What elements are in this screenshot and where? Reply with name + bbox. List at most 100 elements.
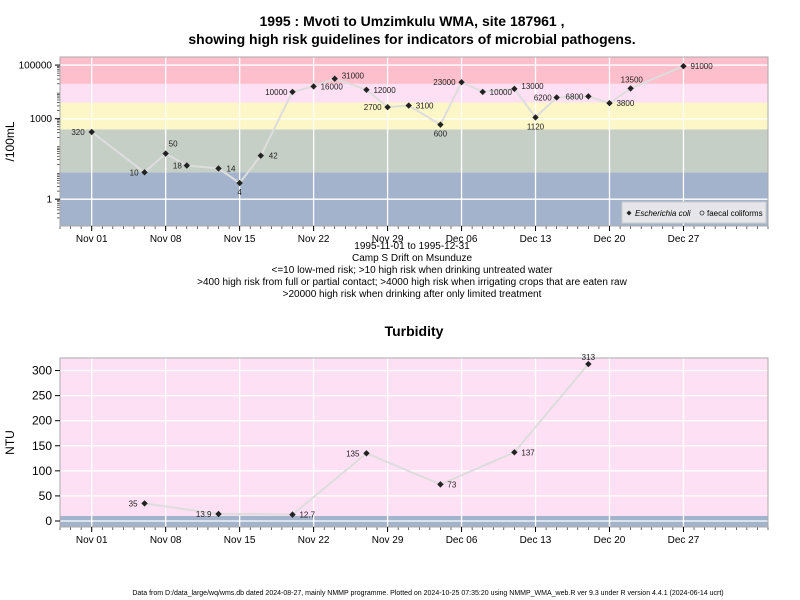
data-point <box>331 75 338 82</box>
data-point <box>289 88 296 96</box>
data-point <box>363 86 370 93</box>
data-point <box>553 94 560 101</box>
risk-band <box>60 358 768 516</box>
x-tick-label: Nov 01 <box>76 234 108 245</box>
data-label: 320 <box>71 128 85 137</box>
data-point <box>585 360 592 368</box>
x-tick-label: Dec 06 <box>446 535 478 546</box>
x-tick-label: Nov 29 <box>372 535 404 546</box>
data-label: 12.7 <box>299 511 315 520</box>
data-point <box>310 83 317 90</box>
data-label: 10000 <box>265 88 288 97</box>
risk-band <box>60 129 768 173</box>
y-tick-label: 50 <box>39 489 53 503</box>
data-label: 35 <box>129 499 138 508</box>
y-tick-label: 100000 <box>19 60 53 71</box>
data-label: 50 <box>169 140 178 149</box>
legend-label-ecoli: Escherichia coli <box>635 209 691 218</box>
y-tick-label: 250 <box>32 389 52 403</box>
data-label: 6200 <box>534 93 552 102</box>
data-label: 13.9 <box>196 510 212 519</box>
data-label: 137 <box>521 448 535 457</box>
plot-frame <box>59 56 769 227</box>
data-label: 1120 <box>527 122 545 131</box>
chart-subtitle: showing high risk guidelines for indicat… <box>188 31 635 47</box>
turbidity-plot-area: Nov 01 Nov 08 Nov 15 Nov 22 Nov 29 Dec 06 Dec … <box>3 353 769 546</box>
y-tick-label: 100 <box>32 464 52 478</box>
y-tick-label: 200 <box>32 414 52 428</box>
microbial-plot-area: Nov 01 Nov 08 Nov 15 Nov 22 Nov 29 Dec 06 Dec … <box>3 56 769 245</box>
data-point <box>511 85 518 93</box>
x-tick-label: Dec 27 <box>668 535 700 546</box>
turbidity-title: Turbidity <box>385 323 444 339</box>
data-point <box>437 481 444 488</box>
x-tick-label: Nov 29 <box>372 234 404 245</box>
legend-box <box>621 201 767 224</box>
plot-frame <box>59 357 769 528</box>
data-label: 12000 <box>373 86 396 95</box>
y-tick-label: 1 <box>46 195 52 206</box>
x-tick-label: Dec 13 <box>520 234 552 245</box>
data-point <box>141 169 148 176</box>
x-tick-label: Dec 27 <box>668 234 700 245</box>
y-tick-label: 1000 <box>30 114 53 125</box>
data-point <box>479 88 486 96</box>
data-point <box>437 121 444 128</box>
data-label: 73 <box>447 480 456 489</box>
x-tick-label: Dec 06 <box>446 234 478 245</box>
legend-label-faecal: faecal coliforms <box>707 209 763 218</box>
data-point <box>458 78 465 86</box>
site-name-note: Camp S Drift on Msunduze <box>352 253 472 264</box>
data-point <box>532 114 539 121</box>
y-tick-label: 300 <box>32 364 52 378</box>
data-point <box>257 152 264 159</box>
data-point <box>215 510 222 518</box>
x-tick-label: Nov 15 <box>224 535 256 546</box>
risk-note-1: <=10 low-med risk; >10 high risk when dr… <box>272 265 554 276</box>
x-tick-label: Nov 08 <box>150 535 182 546</box>
footer-note: Data from D:/data_large/wq/wms.db dated … <box>132 590 723 597</box>
data-label: 18 <box>173 162 182 171</box>
data-point <box>680 62 687 70</box>
data-label: 14 <box>227 164 236 173</box>
data-label: 3100 <box>416 102 434 111</box>
data-label: 313 <box>582 353 596 362</box>
data-point <box>162 150 169 157</box>
x-tick-label: Dec 20 <box>594 234 626 245</box>
data-label: 4 <box>237 188 242 197</box>
x-tick-label: Dec 20 <box>594 535 626 546</box>
data-label: 42 <box>269 152 278 161</box>
data-point <box>289 511 296 518</box>
data-point <box>363 450 370 457</box>
data-point <box>606 99 613 107</box>
y-tick-label: 0 <box>45 514 52 528</box>
y-tick-label: 150 <box>32 439 52 453</box>
data-label: 135 <box>346 449 360 458</box>
x-tick-label: Dec 13 <box>520 535 552 546</box>
data-label: 16000 <box>321 82 344 91</box>
data-point <box>88 128 95 136</box>
data-label: 23000 <box>433 78 456 87</box>
data-point <box>585 93 592 100</box>
date-range-note: 1995-11-01 to 1995-12-31 <box>354 241 470 252</box>
data-point <box>141 500 148 507</box>
x-tick-label: Nov 08 <box>150 234 182 245</box>
legend-marker-ecoli <box>626 210 632 216</box>
y-axis-label: /100mL <box>3 121 17 161</box>
x-tick-label: Nov 15 <box>224 234 256 245</box>
data-point <box>627 85 634 92</box>
risk-note-3: >20000 high risk when drinking after onl… <box>283 289 542 300</box>
x-tick-label: Nov 01 <box>76 535 108 546</box>
data-label: 10000 <box>490 88 513 97</box>
data-label: 600 <box>434 130 448 139</box>
data-point <box>405 102 412 109</box>
risk-band <box>60 102 768 130</box>
data-label: 13500 <box>621 75 644 84</box>
x-tick-label: Nov 22 <box>298 535 330 546</box>
data-point <box>183 162 191 169</box>
data-label: 91000 <box>690 62 713 71</box>
data-label: 31000 <box>342 72 365 81</box>
data-point <box>511 449 518 456</box>
data-label: 6800 <box>566 92 584 101</box>
x-tick-label: Nov 22 <box>298 234 330 245</box>
